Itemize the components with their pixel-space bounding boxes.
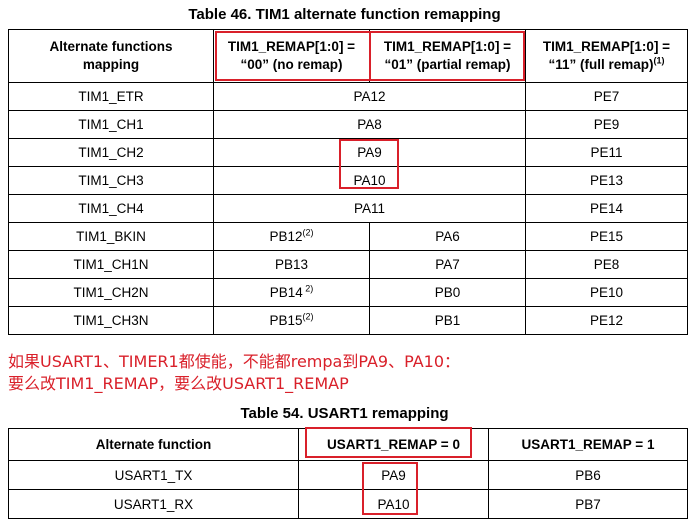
table-row: TIM1_CH4 PA11 PE14: [8, 194, 688, 223]
annotation-note: 如果USART1、TIMER1都使能，不能都rempa到PA9、PA10： 要么…: [8, 351, 460, 395]
cell-pin: PE13: [525, 166, 688, 195]
row-name: TIM1_CH3N: [8, 306, 214, 335]
cell-pin: PA9: [298, 460, 489, 490]
table-row: TIM1_CH2N PB14 2) PB0 PE10: [8, 278, 688, 307]
cell-pin: PA12: [213, 82, 526, 111]
cell-pin: PA7: [369, 250, 526, 279]
usart1-remap-table: Alternate function USART1_REMAP = 0 USAR…: [8, 428, 688, 519]
header-alt-function: Alternate function: [8, 428, 299, 461]
header-mapping: Alternate functions mapping: [8, 29, 214, 83]
cell-pin: PE9: [525, 110, 688, 139]
row-name: TIM1_CH2N: [8, 278, 214, 307]
table54-title: Table 54. USART1 remapping: [240, 405, 449, 422]
cell-pin: PE15: [525, 222, 688, 251]
cell-pin: PB15(2): [213, 306, 370, 335]
cell-pin: PA9: [213, 138, 526, 167]
table-row: TIM1_BKIN PB12(2) PA6 PE15: [8, 222, 688, 251]
header-no-remap: TIM1_REMAP[1:0] = “00” (no remap): [213, 29, 370, 83]
table-row: TIM1_ETR PA12 PE7: [8, 82, 688, 111]
row-name: USART1_TX: [8, 460, 299, 490]
table-row: TIM1_CH1 PA8 PE9: [8, 110, 688, 139]
row-name: TIM1_ETR: [8, 82, 214, 111]
table-row: USART1_RX PA10 PB7: [8, 489, 688, 519]
row-name: TIM1_CH1N: [8, 250, 214, 279]
table-row: TIM1_CH2 PA9 PE11: [8, 138, 688, 167]
table46-title: Table 46. TIM1 alternate function remapp…: [188, 6, 501, 23]
cell-pin: PE7: [525, 82, 688, 111]
cell-pin: PB13: [213, 250, 370, 279]
cell-pin: PB0: [369, 278, 526, 307]
note-line-2: 要么改TIM1_REMAP，要么改USART1_REMAP: [8, 374, 349, 393]
cell-pin: PE11: [525, 138, 688, 167]
cell-pin: PE12: [525, 306, 688, 335]
cell-pin: PE10: [525, 278, 688, 307]
row-name: USART1_RX: [8, 489, 299, 519]
cell-pin: PA10: [298, 489, 489, 519]
cell-pin: PB14 2): [213, 278, 370, 307]
cell-pin: PA8: [213, 110, 526, 139]
row-name: TIM1_BKIN: [8, 222, 214, 251]
row-name: TIM1_CH2: [8, 138, 214, 167]
table-row: USART1_TX PA9 PB6: [8, 460, 688, 490]
cell-pin: PA10: [213, 166, 526, 195]
cell-pin: PB12(2): [213, 222, 370, 251]
header-full-remap: TIM1_REMAP[1:0] = “11” (full remap)(1): [525, 29, 688, 83]
table-row: TIM1_CH1N PB13 PA7 PE8: [8, 250, 688, 279]
table-row: TIM1_CH3N PB15(2) PB1 PE12: [8, 306, 688, 335]
row-name: TIM1_CH1: [8, 110, 214, 139]
row-name: TIM1_CH3: [8, 166, 214, 195]
header-usart1-remap-1: USART1_REMAP = 1: [488, 428, 688, 461]
cell-pin: PA6: [369, 222, 526, 251]
tim1-remap-table: Alternate functions mapping TIM1_REMAP[1:…: [8, 29, 688, 335]
header-partial-remap: TIM1_REMAP[1:0] = “01” (partial remap): [369, 29, 526, 83]
table-row: TIM1_CH3 PA10 PE13: [8, 166, 688, 195]
cell-pin: PE8: [525, 250, 688, 279]
cell-pin: PB7: [488, 489, 688, 519]
note-line-1: 如果USART1、TIMER1都使能，不能都rempa到PA9、PA10：: [8, 352, 461, 371]
cell-pin: PA11: [213, 194, 526, 223]
row-name: TIM1_CH4: [8, 194, 214, 223]
cell-pin: PB1: [369, 306, 526, 335]
header-usart1-remap-0: USART1_REMAP = 0: [298, 428, 489, 461]
cell-pin: PE14: [525, 194, 688, 223]
cell-pin: PB6: [488, 460, 688, 490]
